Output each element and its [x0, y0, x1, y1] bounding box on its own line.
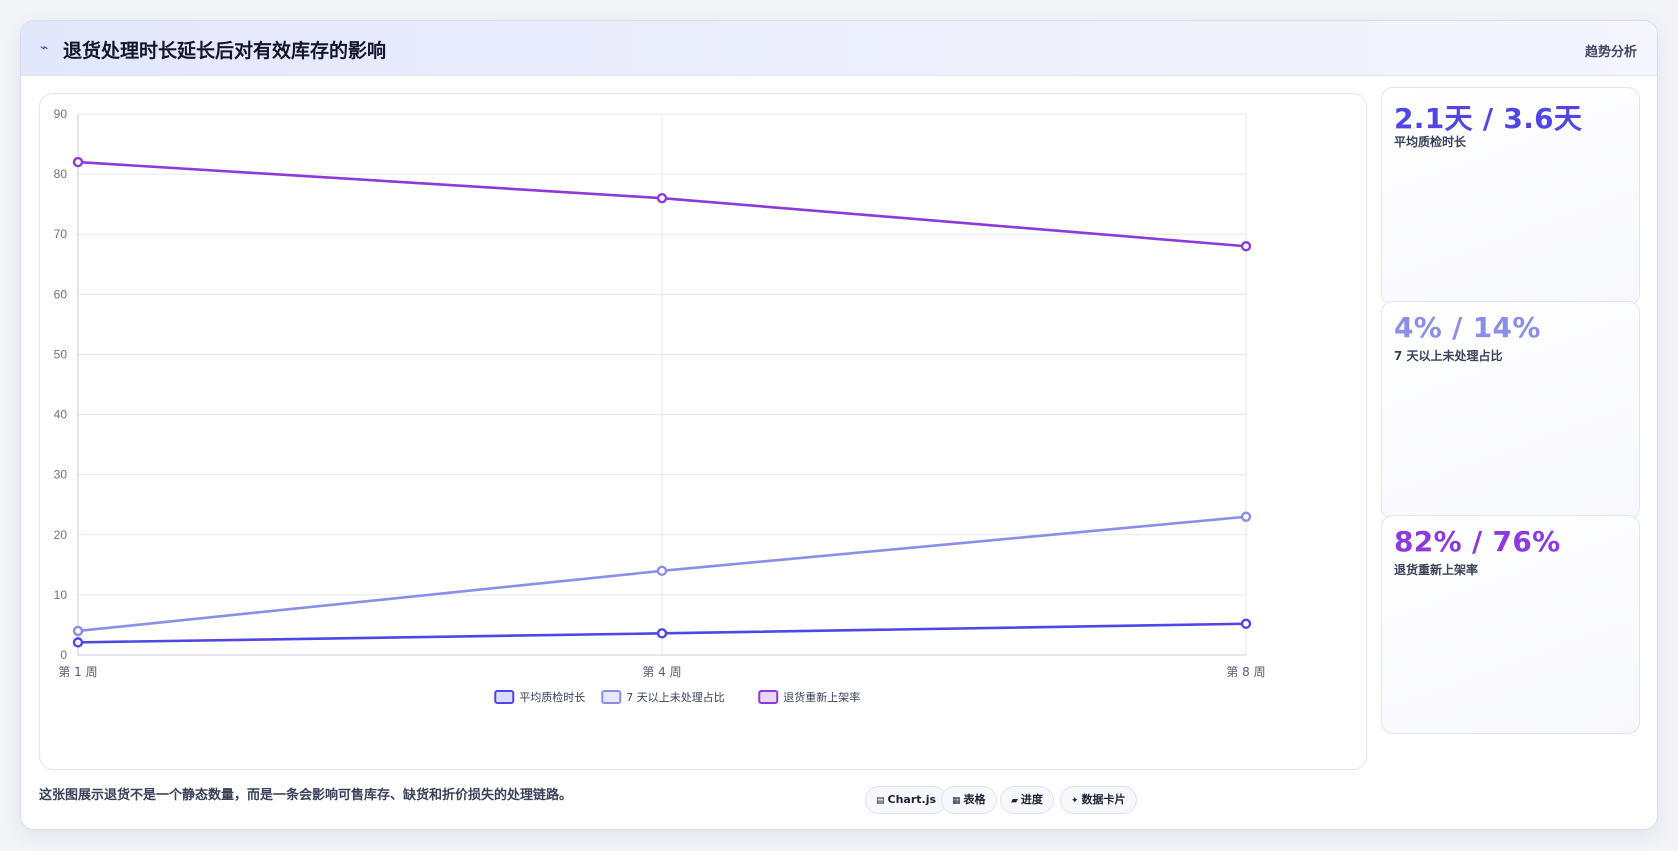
- data-point: [656, 192, 668, 204]
- y-tick-label: 70: [54, 227, 68, 241]
- x-tick-label: 第 1 周: [58, 665, 97, 679]
- card-title: 退货处理时长延长后对有效库存的影响: [63, 40, 387, 62]
- data-point: [72, 637, 84, 648]
- kpi-card-unprocessed-share: 4% / 14% 7 天以上未处理占比: [1381, 301, 1640, 520]
- data-card-pill[interactable]: ✦ 数据卡片: [1060, 786, 1137, 814]
- card-header: ⌁ 退货处理时长延长后对有效库存的影响 趋势分析: [21, 21, 1657, 76]
- y-tick-label: 90: [54, 107, 68, 121]
- kpi-card-restock-rate: 82% / 76% 退货重新上架率: [1381, 515, 1640, 734]
- y-tick-label: 50: [54, 347, 68, 361]
- line-chart: 0 10 20 30 40 50 60 70 80 90 第 1 周 第 4 周 第 8 周平均质检时长…: [54, 107, 1266, 704]
- y-tick-label: 30: [54, 468, 68, 482]
- analysis-tag: 趋势分析: [1584, 45, 1637, 60]
- x-tick-label: 第 4 周: [642, 665, 681, 679]
- legend-label: 退货重新上架率: [783, 690, 860, 704]
- legend-swatch: [494, 690, 515, 704]
- chart-card: ⌁ 退货处理时长延长后对有效库存的影响 趋势分析 0 10 20 30 40 50 60 70…: [20, 20, 1658, 830]
- progress-icon: ▰: [1011, 796, 1018, 806]
- table-pill[interactable]: ▦ 表格: [941, 786, 997, 814]
- pill-label: 数据卡片: [1081, 793, 1126, 806]
- data-point: [656, 565, 668, 577]
- legend-label: 7 天以上未处理占比: [626, 690, 725, 704]
- chart-icon: ▤: [876, 796, 885, 806]
- data-point: [72, 156, 84, 168]
- kpi-value: 2.1天 / 3.6天: [1394, 102, 1583, 135]
- y-tick-label: 20: [54, 528, 68, 542]
- sparkle-icon: ✦: [1071, 796, 1079, 806]
- table-icon: ▦: [952, 796, 961, 806]
- pill-label: Chart.js: [887, 793, 937, 806]
- chartjs-pill[interactable]: ▤ Chart.js: [865, 786, 948, 814]
- chart-description: 这张图展示退货不是一个静态数量，而是一条会影响可售库存、缺货和折价损失的处理链路…: [39, 788, 573, 803]
- legend-swatch: [758, 690, 779, 704]
- data-point: [72, 625, 84, 637]
- x-tick-label: 第 8 周: [1226, 665, 1265, 679]
- y-tick-label: 40: [54, 408, 68, 422]
- y-tick-label: 0: [60, 648, 67, 662]
- kpi-label: 平均质检时长: [1394, 135, 1467, 149]
- data-point: [1240, 511, 1252, 522]
- trend-icon: ⌁: [40, 40, 49, 56]
- kpi-label: 退货重新上架率: [1394, 563, 1479, 577]
- kpi-value: 82% / 76%: [1394, 525, 1561, 558]
- y-tick-label: 60: [54, 287, 68, 301]
- pill-label: 进度: [1020, 793, 1043, 806]
- y-tick-label: 10: [54, 588, 68, 602]
- data-point: [1240, 618, 1252, 629]
- kpi-value: 4% / 14%: [1394, 311, 1541, 344]
- y-tick-label: 80: [54, 167, 68, 181]
- legend-label: 平均质检时长: [519, 690, 585, 704]
- kpi-label: 7 天以上未处理占比: [1394, 349, 1503, 363]
- legend-swatch: [601, 690, 622, 704]
- data-point: [1240, 241, 1252, 252]
- chart-panel: 0 10 20 30 40 50 60 70 80 90 第 1 周 第 4 周 第 8 周平均质检时长…: [39, 93, 1367, 770]
- progress-pill[interactable]: ▰ 进度: [1000, 786, 1054, 814]
- pill-label: 表格: [963, 793, 986, 806]
- kpi-card-inspection-time: 2.1天 / 3.6天 平均质检时长: [1381, 87, 1640, 306]
- data-point: [656, 628, 668, 639]
